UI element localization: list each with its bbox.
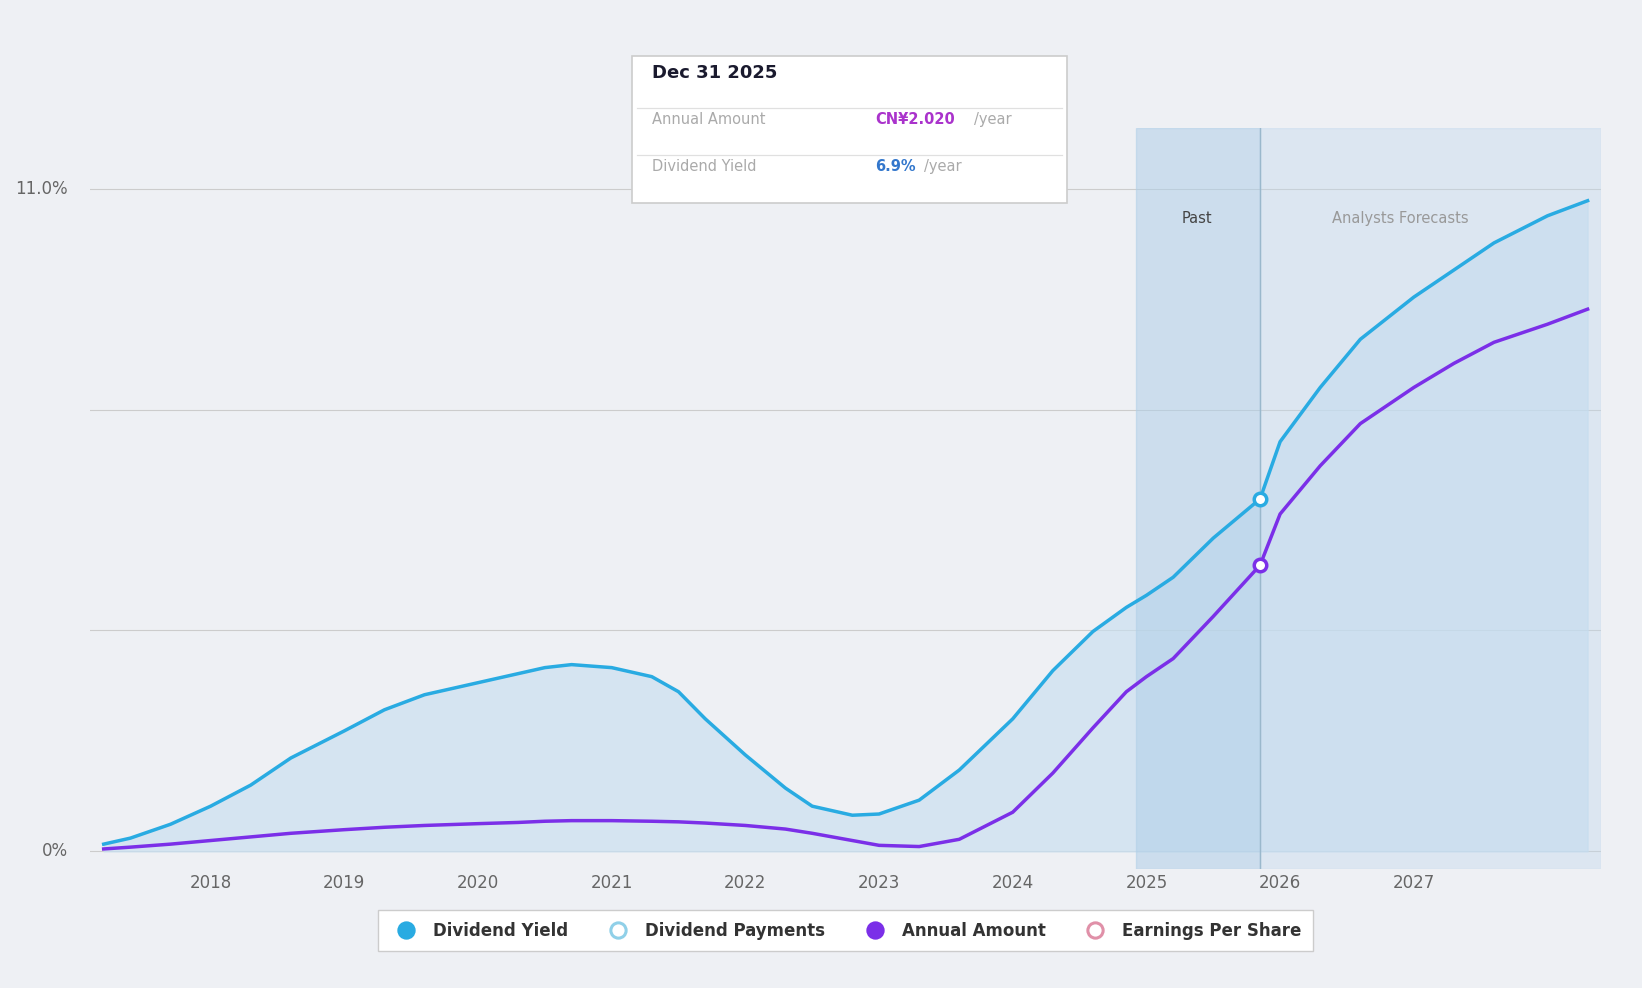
Legend: Dividend Yield, Dividend Payments, Annual Amount, Earnings Per Share: Dividend Yield, Dividend Payments, Annua… [383, 915, 1309, 947]
Text: /year: /year [924, 159, 962, 174]
Text: Analysts Forecasts: Analysts Forecasts [1332, 211, 1468, 226]
Text: /year: /year [974, 112, 1011, 126]
Text: Dividend Yield: Dividend Yield [652, 159, 757, 174]
Bar [1136, 128, 1259, 869]
Text: Annual Amount: Annual Amount [652, 112, 765, 126]
Bar [1259, 128, 1601, 869]
Text: Dec 31 2025: Dec 31 2025 [652, 64, 777, 82]
Text: 11.0%: 11.0% [15, 180, 67, 198]
Text: CN¥2.020: CN¥2.020 [875, 112, 956, 126]
Text: 6.9%: 6.9% [875, 159, 916, 174]
Text: 0%: 0% [41, 843, 67, 861]
Text: Past: Past [1182, 211, 1212, 226]
